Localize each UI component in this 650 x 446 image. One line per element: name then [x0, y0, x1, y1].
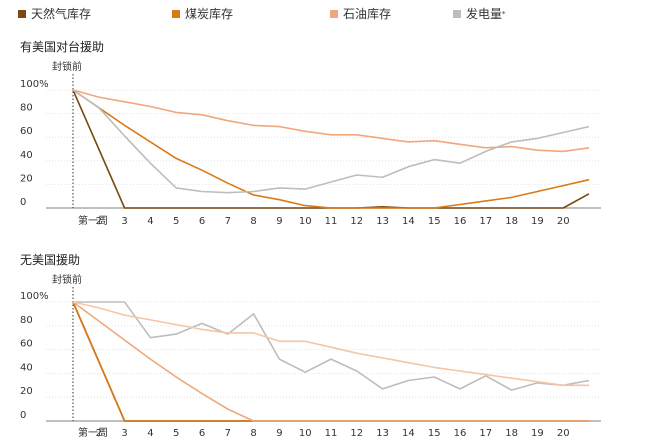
x-tick-label: 2 — [96, 216, 102, 227]
x-tick-label: 14 — [402, 216, 415, 227]
y-tick-label: 0 — [20, 410, 26, 421]
x-tick-label: 2 — [96, 428, 102, 439]
x-tick-label: 18 — [505, 428, 518, 439]
x-tick-label: 16 — [454, 216, 467, 227]
legend-label: 发电量 — [466, 7, 503, 21]
series-line — [72, 89, 590, 209]
x-tick-label: 第一周 — [78, 426, 108, 439]
x-tick-label: 4 — [147, 216, 153, 227]
legend-item: 石油库存 — [330, 5, 391, 22]
x-tick-label: 20 — [557, 428, 570, 439]
panel-title-2: 无美国援助 — [20, 253, 81, 267]
y-tick-label: 0 — [20, 197, 26, 208]
x-tick-label: 18 — [505, 216, 518, 227]
x-tick-label: 10 — [299, 216, 312, 227]
y-tick-label: 20 — [20, 173, 33, 184]
blockade-label: 封锁前 — [52, 273, 82, 286]
legend: 天然气库存 煤炭库存 石油库存 发电量 * — [0, 0, 650, 28]
y-tick-label: 80 — [20, 315, 33, 326]
x-tick-label: 10 — [299, 428, 312, 439]
series-line — [72, 89, 590, 194]
legend-swatch — [453, 9, 461, 18]
series-line — [72, 301, 589, 422]
x-tick-label: 16 — [454, 428, 467, 439]
series-line — [72, 301, 589, 387]
legend-item: 天然气库存 — [18, 5, 91, 22]
legend-item: 发电量 * — [453, 5, 506, 22]
x-tick-label: 5 — [173, 428, 179, 439]
panel-title-1: 有美国对台援助 — [20, 40, 105, 54]
x-tick-label: 8 — [250, 428, 256, 439]
x-tick-label: 5 — [173, 216, 179, 227]
series-line — [72, 89, 590, 209]
y-tick-label: 80 — [20, 103, 33, 114]
x-tick-label: 19 — [531, 216, 544, 227]
series-line — [72, 89, 590, 153]
x-tick-label: 15 — [428, 216, 441, 227]
blockade-label: 封锁前 — [52, 60, 82, 73]
legend-footnote-mark: * — [502, 9, 506, 18]
x-tick-label: 17 — [479, 216, 492, 227]
x-tick-label: 4 — [147, 428, 153, 439]
x-tick-label: 3 — [121, 428, 127, 439]
legend-swatch — [330, 9, 338, 18]
x-tick-label: 12 — [350, 428, 363, 439]
y-tick-label: 100% — [20, 79, 49, 90]
y-tick-label: 100% — [20, 291, 49, 302]
x-tick-label: 8 — [250, 216, 256, 227]
legend-label: 石油库存 — [343, 7, 392, 21]
y-tick-label: 40 — [20, 150, 33, 161]
legend-label: 天然气库存 — [31, 7, 92, 21]
legend-item: 煤炭库存 — [172, 5, 233, 22]
legend-label: 煤炭库存 — [185, 7, 234, 21]
y-tick-label: 60 — [20, 339, 33, 350]
y-tick-label: 40 — [20, 362, 33, 373]
x-tick-label: 6 — [199, 216, 205, 227]
series-line — [73, 301, 590, 391]
x-tick-label: 9 — [276, 428, 282, 439]
y-tick-label: 60 — [20, 126, 33, 137]
x-tick-label: 第一周 — [78, 214, 108, 227]
x-tick-label: 11 — [325, 428, 338, 439]
x-tick-label: 9 — [276, 216, 282, 227]
x-tick-label: 13 — [376, 428, 389, 439]
y-tick-label: 20 — [20, 386, 33, 397]
x-tick-label: 19 — [531, 428, 544, 439]
x-tick-label: 20 — [557, 216, 570, 227]
x-tick-label: 11 — [325, 216, 338, 227]
x-tick-label: 12 — [350, 216, 363, 227]
x-tick-label: 14 — [402, 428, 415, 439]
x-tick-label: 3 — [121, 216, 127, 227]
x-tick-label: 7 — [225, 428, 231, 439]
x-tick-label: 7 — [225, 216, 231, 227]
x-tick-label: 6 — [199, 428, 205, 439]
legend-swatch — [18, 9, 26, 18]
legend-swatch — [172, 9, 180, 18]
x-tick-label: 15 — [428, 428, 441, 439]
x-tick-label: 17 — [479, 428, 492, 439]
x-tick-label: 13 — [376, 216, 389, 227]
